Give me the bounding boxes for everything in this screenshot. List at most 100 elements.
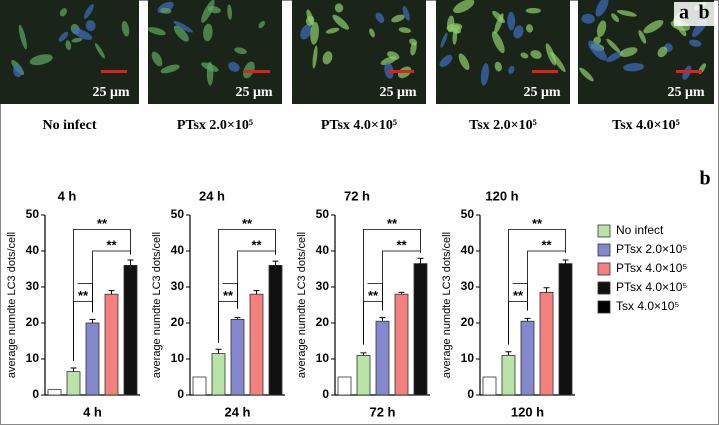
bar bbox=[85, 322, 100, 396]
legend-swatch bbox=[597, 243, 611, 257]
legend-swatch bbox=[597, 262, 611, 276]
cell bbox=[147, 27, 166, 36]
y-tick-label: 10 bbox=[316, 351, 330, 365]
bar bbox=[230, 318, 245, 396]
legend-swatch bbox=[597, 300, 611, 314]
cell bbox=[332, 14, 349, 30]
error-bar bbox=[360, 352, 367, 356]
cell bbox=[206, 61, 214, 86]
cell bbox=[201, 0, 215, 23]
significance: ** bbox=[78, 288, 89, 303]
cell bbox=[300, 24, 312, 40]
error-bar bbox=[524, 317, 531, 322]
cell bbox=[525, 7, 541, 14]
panel-label: b bbox=[699, 168, 710, 190]
significance: ** bbox=[368, 288, 379, 303]
error-bar bbox=[272, 260, 279, 266]
significance: ** bbox=[541, 237, 552, 252]
scale-bar bbox=[388, 70, 414, 73]
cell bbox=[65, 40, 72, 51]
scale-label: 25 μm bbox=[379, 85, 416, 100]
scale-label: 25 μm bbox=[667, 85, 704, 100]
significance: ** bbox=[387, 216, 398, 231]
y-tick-label: 30 bbox=[171, 279, 185, 293]
y-tick-label: 30 bbox=[316, 279, 330, 293]
scale-label: 25 μm bbox=[92, 85, 129, 100]
legend-swatch bbox=[597, 224, 611, 238]
cell bbox=[579, 67, 594, 82]
x-axis-label: 72 h bbox=[369, 404, 395, 419]
cell bbox=[325, 27, 340, 34]
caption: No infect bbox=[42, 118, 96, 133]
cell bbox=[121, 20, 130, 37]
cell bbox=[588, 40, 607, 61]
cell bbox=[258, 20, 265, 29]
significance: ** bbox=[223, 288, 234, 303]
x-axis-label: 120 h bbox=[511, 404, 544, 419]
bracket bbox=[222, 283, 238, 309]
cell bbox=[322, 51, 333, 65]
bar bbox=[211, 353, 226, 396]
y-tick-label: 40 bbox=[316, 243, 330, 257]
error-bar bbox=[70, 367, 77, 372]
bar bbox=[539, 291, 554, 396]
scale-bar bbox=[101, 70, 127, 73]
y-axis-label: average numdte LC3 dots/cell bbox=[296, 232, 308, 378]
y-tick-label: 10 bbox=[26, 351, 40, 365]
cell bbox=[623, 63, 645, 72]
cell bbox=[72, 28, 93, 40]
cell bbox=[526, 24, 534, 33]
bar bbox=[413, 263, 428, 396]
cell bbox=[606, 51, 624, 62]
bar bbox=[501, 354, 516, 396]
cell bbox=[369, 28, 375, 38]
bar bbox=[104, 293, 119, 396]
bracket bbox=[367, 283, 383, 311]
y-tick-label: 30 bbox=[26, 279, 40, 293]
bracket bbox=[512, 283, 528, 311]
error-bar bbox=[215, 348, 222, 354]
cell bbox=[545, 43, 557, 66]
y-tick-label: 0 bbox=[32, 387, 39, 401]
y-tick-label: 20 bbox=[316, 315, 330, 329]
legend-swatch bbox=[597, 281, 611, 295]
bracket bbox=[77, 283, 93, 313]
bar bbox=[337, 376, 352, 396]
bracket bbox=[73, 229, 131, 361]
cell bbox=[310, 21, 319, 45]
error-bar bbox=[127, 259, 134, 266]
significance: ** bbox=[97, 216, 108, 231]
panel-label: a bbox=[679, 2, 689, 24]
cell bbox=[13, 64, 23, 77]
error-bar bbox=[253, 290, 260, 295]
cell bbox=[458, 53, 470, 71]
legend-label: PTsx 4.0×10⁵ bbox=[616, 261, 687, 275]
cell bbox=[160, 64, 180, 74]
chart-title: 72 h bbox=[344, 188, 370, 203]
cell bbox=[85, 20, 96, 32]
cell bbox=[643, 19, 664, 34]
cell bbox=[616, 10, 637, 17]
cell bbox=[606, 38, 621, 53]
bar bbox=[268, 264, 283, 396]
bracket bbox=[237, 250, 276, 309]
cell bbox=[227, 4, 233, 20]
cell bbox=[71, 37, 83, 43]
significance: ** bbox=[396, 237, 407, 252]
y-axis-label: average numdte LC3 dots/cell bbox=[151, 232, 163, 378]
cell bbox=[410, 41, 417, 56]
cell bbox=[151, 51, 163, 67]
y-tick-label: 50 bbox=[316, 207, 330, 221]
micrograph bbox=[148, 0, 282, 104]
cell bbox=[440, 32, 448, 48]
cell bbox=[160, 7, 172, 14]
bar bbox=[66, 371, 81, 396]
bar bbox=[558, 263, 573, 396]
cell bbox=[439, 54, 453, 68]
chart-title: 24 h bbox=[199, 188, 225, 203]
bracket bbox=[508, 229, 566, 345]
bar bbox=[482, 376, 497, 396]
cell bbox=[375, 12, 385, 24]
bar bbox=[123, 264, 138, 396]
panel-label: b bbox=[698, 2, 709, 24]
